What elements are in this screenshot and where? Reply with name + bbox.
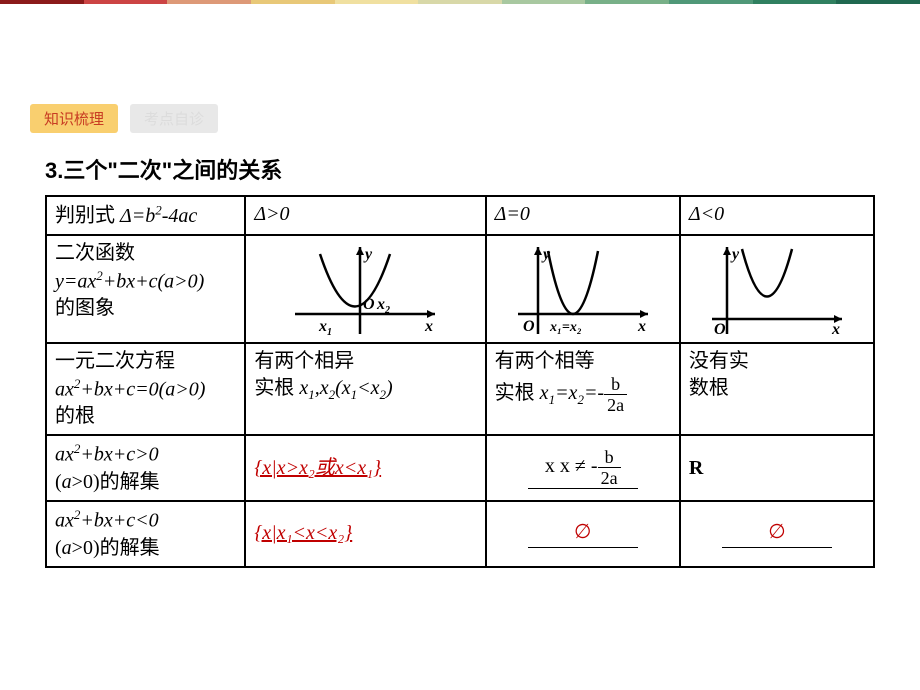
gt-solution-equal: x x ≠ -b2a [486, 435, 680, 501]
delta-negative: Δ<0 [680, 196, 874, 235]
svg-text:O: O [523, 318, 535, 335]
formula-part: +bx+c<0 [80, 510, 158, 532]
answer-text: x x ≠ - [545, 455, 598, 477]
graph-row: 二次函数 y=ax2+bx+c(a>0) 的图象 y x O x1 x2 [46, 235, 874, 343]
header-row: 判别式 Δ=b2-4ac Δ>0 Δ=0 Δ<0 [46, 196, 874, 235]
two-distinct-roots: 有两个相异 实根 x1,x2(x1<x2) [245, 343, 485, 436]
answer-text: {x|x₁<x<x₂} [254, 522, 352, 544]
formula-part: +bx+c=0(a>0) [80, 378, 205, 400]
roots-row: 一元二次方程 ax2+bx+c=0(a>0) 的根 有两个相异 实根 x1,x2… [46, 343, 874, 436]
section-heading: 3.三个"二次"之间的关系 [45, 153, 920, 185]
tab-bar: 知识梳理 考点自诊 [30, 104, 920, 133]
lt-solution-equal: ∅ [486, 501, 680, 567]
inequality-lt-label: ax2+bx+c<0 (a>0)的解集 [46, 501, 245, 567]
tab-exam[interactable]: 考点自诊 [130, 104, 218, 133]
answer-text: R [689, 457, 703, 479]
text-part: 实根 [495, 382, 540, 404]
label-line: 二次函数 [55, 240, 236, 267]
svg-text:x: x [831, 321, 840, 338]
svg-text:x₁=x₂: x₁=x₂ [549, 320, 582, 335]
formula-part: y=ax [55, 270, 96, 292]
graph-no-root: y x O [680, 235, 874, 343]
answer-text: {x|x>x₂或x<x₁} [254, 457, 381, 479]
equation-roots-label: 一元二次方程 ax2+bx+c=0(a>0) 的根 [46, 343, 245, 436]
gt-solution-none: R [680, 435, 874, 501]
formula-part: Δ=b [120, 205, 155, 227]
text-line: 有两个相等 [495, 348, 671, 375]
label-line: 的图象 [55, 295, 236, 322]
svg-text:y: y [363, 246, 373, 263]
svg-text:x: x [637, 318, 646, 335]
color-bar [0, 0, 920, 4]
text-part: 实根 [254, 377, 299, 399]
relation-table: 判别式 Δ=b2-4ac Δ>0 Δ=0 Δ<0 二次函数 y=ax2+bx+c… [45, 195, 875, 568]
svg-text:O: O [363, 296, 375, 313]
heading-text: 三个"二次"之间的关系 [63, 158, 282, 183]
text-line: 数根 [689, 375, 865, 402]
discriminant-header: 判别式 Δ=b2-4ac [46, 196, 245, 235]
equal-roots: 有两个相等 实根 x1=x2=-b2a [486, 343, 680, 436]
formula-part: -4ac [162, 205, 198, 227]
gt-solution-twoots: {x|x>x₂或x<x₁} [245, 435, 485, 501]
delta-zero: Δ=0 [486, 196, 680, 235]
svg-text:O: O [714, 321, 726, 338]
formula-part: ax [55, 378, 74, 400]
text-line: 有两个相异 [254, 348, 476, 375]
label-line: 一元二次方程 [55, 348, 236, 375]
formula-part: +bx+c(a>0) [103, 270, 205, 292]
formula-part: ax [55, 510, 74, 532]
graph-two-roots: y x O x1 x2 [245, 235, 485, 343]
answer-text: ∅ [574, 521, 591, 543]
answer-text: ∅ [768, 521, 785, 543]
no-real-roots: 没有实 数根 [680, 343, 874, 436]
label-line: 的根 [55, 403, 236, 430]
graph-one-root: y x O x₁=x₂ [486, 235, 680, 343]
delta-positive: Δ>0 [245, 196, 485, 235]
greater-row: ax2+bx+c>0 (a>0)的解集 {x|x>x₂或x<x₁} x x ≠ … [46, 435, 874, 501]
svg-text:x1: x1 [318, 318, 332, 338]
quadratic-function-label: 二次函数 y=ax2+bx+c(a>0) 的图象 [46, 235, 245, 343]
text-line: 没有实 [689, 348, 865, 375]
svg-text:x: x [424, 318, 433, 335]
label-text: 判别式 [55, 205, 120, 227]
tab-knowledge[interactable]: 知识梳理 [30, 104, 118, 133]
formula-part: +bx+c>0 [80, 444, 158, 466]
heading-number: 3. [45, 158, 63, 183]
less-row: ax2+bx+c<0 (a>0)的解集 {x|x₁<x<x₂} ∅ ∅ [46, 501, 874, 567]
svg-text:y: y [541, 246, 551, 263]
lt-solution-tworoots: {x|x₁<x<x₂} [245, 501, 485, 567]
formula-part: ax [55, 444, 74, 466]
svg-text:y: y [730, 246, 740, 263]
inequality-gt-label: ax2+bx+c>0 (a>0)的解集 [46, 435, 245, 501]
lt-solution-none: ∅ [680, 501, 874, 567]
